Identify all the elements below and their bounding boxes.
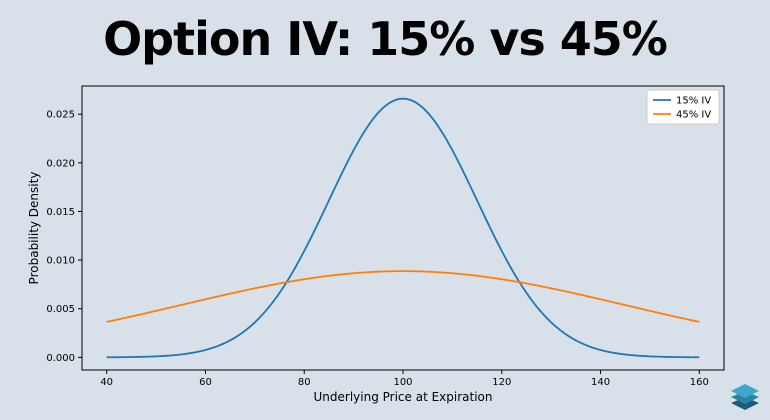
y-tick-label: 0.005 (46, 304, 75, 315)
series-line-1 (106, 97, 700, 359)
x-tick-label: 60 (199, 377, 212, 388)
chart-title: Option IV: 15% vs 45% (103, 12, 668, 66)
plot-area (81, 85, 725, 371)
x-tick-label: 80 (298, 377, 311, 388)
x-axis-label: Underlying Price at Expiration (314, 390, 493, 404)
y-axis-label: Probability Density (27, 172, 41, 285)
x-tick-label: 140 (591, 377, 610, 388)
legend-label: 45% IV (676, 110, 711, 121)
y-tick-label: 0.025 (46, 110, 75, 121)
x-tick-label: 160 (690, 377, 709, 388)
y-tick-label: 0.000 (46, 353, 75, 364)
x-tick-label: 40 (100, 377, 113, 388)
legend-label: 15% IV (676, 96, 711, 107)
layered-stack-icon (731, 384, 759, 410)
legend: 15% IV 45% IV (646, 89, 720, 125)
y-tick-label: 0.010 (46, 256, 75, 267)
y-tick-label: 0.015 (46, 207, 75, 218)
legend-box (646, 89, 720, 125)
x-tick-label: 100 (393, 377, 412, 388)
x-tick-label: 120 (492, 377, 511, 388)
y-tick-label: 0.020 (46, 158, 75, 169)
series-line-2 (106, 270, 700, 323)
